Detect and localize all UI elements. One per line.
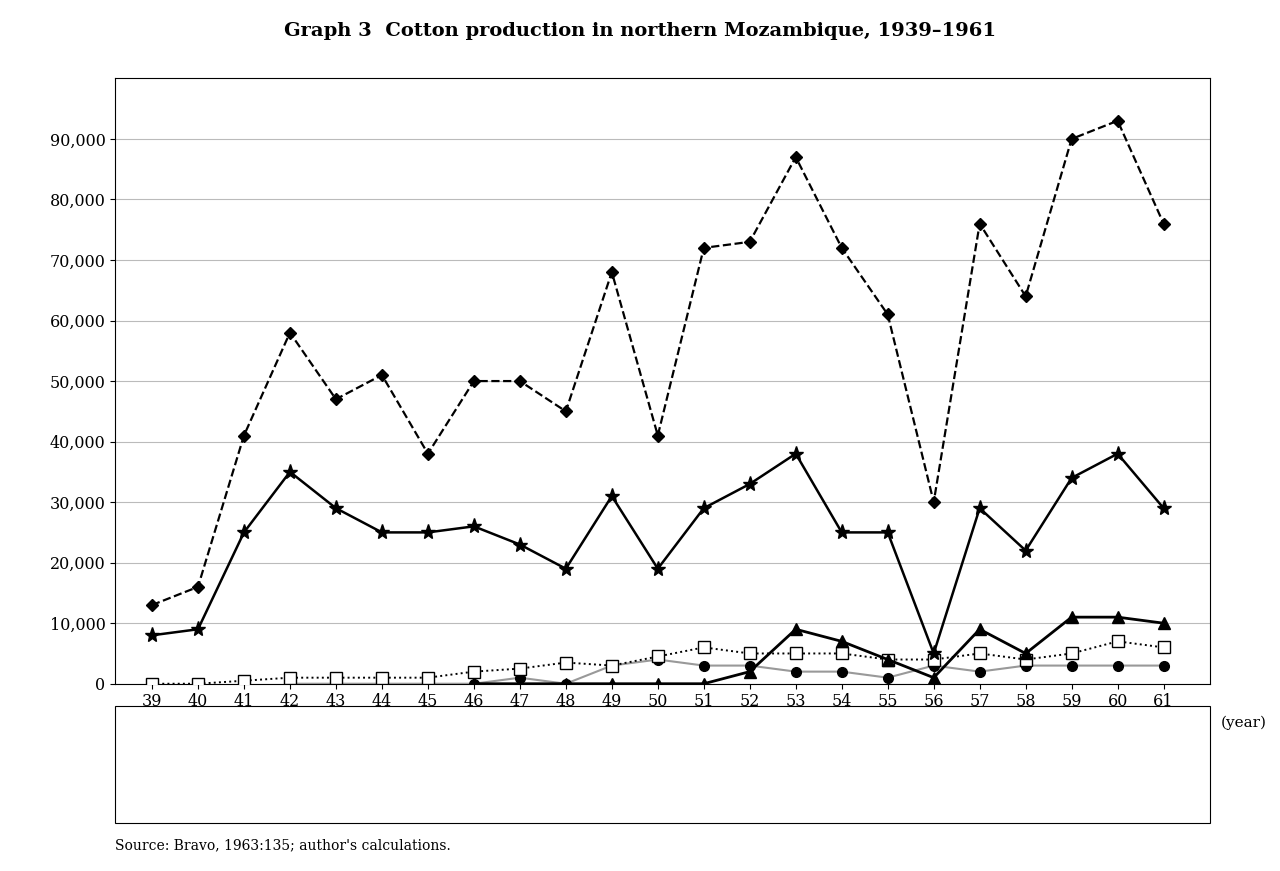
Text: Moçambique District: Moçambique District [512,732,669,746]
Text: (year): (year) [1221,716,1266,730]
Text: Graph 3  Cotton production in northern Mozambique, 1939–1961: Graph 3 Cotton production in northern Mo… [284,22,996,40]
Text: Source: Bravo, 1963:135; author's calculations.: Source: Bravo, 1963:135; author's calcul… [115,838,451,852]
Text: Amaramba Circumscription (40−): Amaramba Circumscription (40−) [512,786,765,800]
Text: total: total [178,732,211,746]
Text: Niassa District (46−): Niassa District (46−) [859,732,1018,746]
Text: Marrupa Circumscription (42−): Marrupa Circumscription (42−) [178,786,415,800]
